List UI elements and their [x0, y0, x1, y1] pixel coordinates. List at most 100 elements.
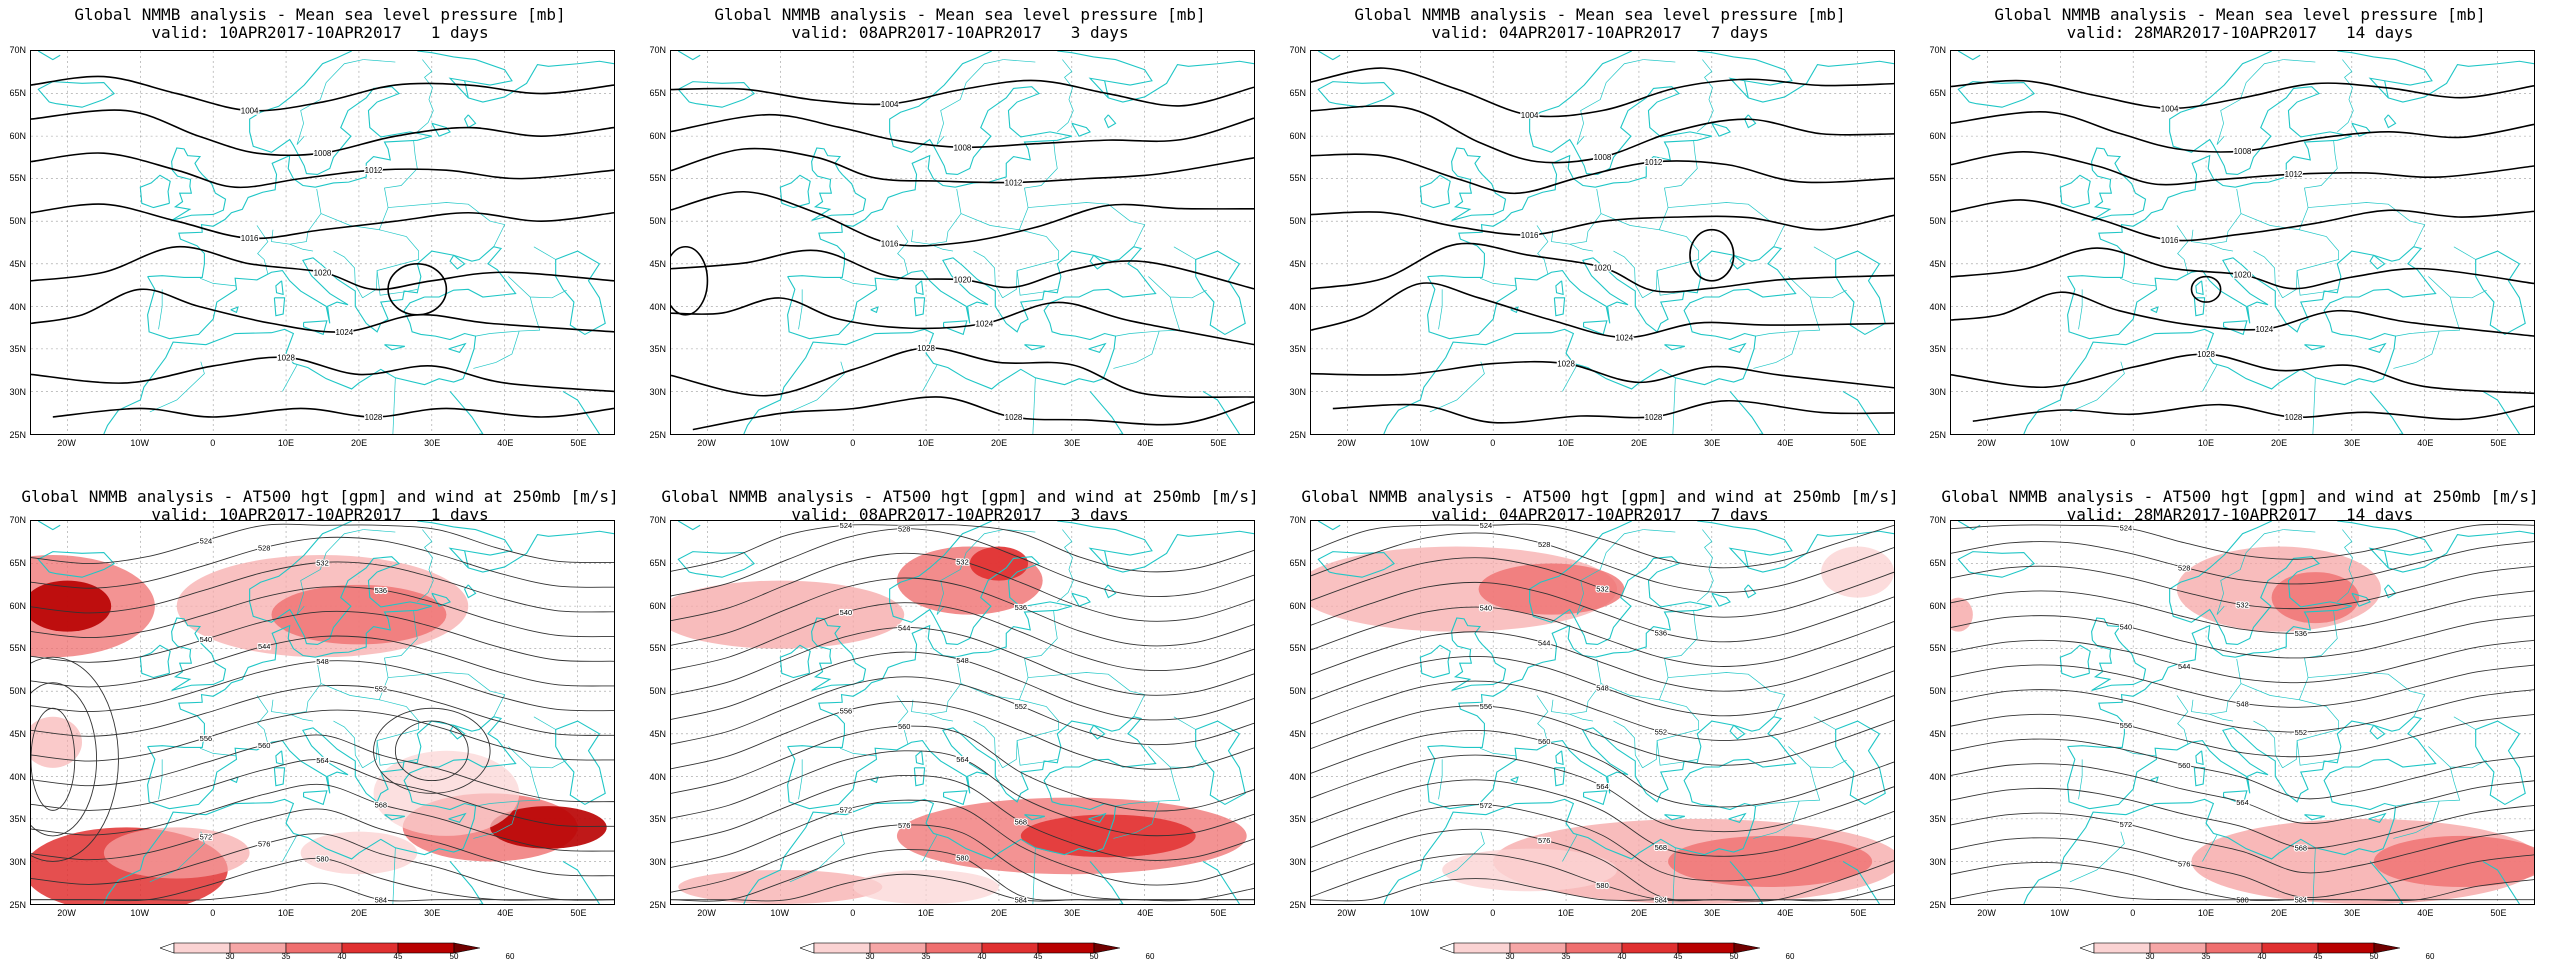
coastline	[2475, 250, 2526, 336]
height-contour	[1311, 779, 1894, 857]
coastline	[779, 174, 811, 209]
country-border	[2119, 277, 2156, 287]
longitude-label: 30E	[1704, 908, 1721, 918]
height-contour	[1311, 878, 1894, 902]
panel-mslp-14day: Global NMMB analysis - Mean sea level pr…	[1920, 0, 2560, 480]
colorbar	[160, 942, 480, 954]
panel-hgt-14day: Global NMMB analysis - AT500 hgt [gpm] a…	[1920, 480, 2560, 961]
isobar-label: 1012	[1645, 158, 1663, 167]
panel-valid: valid: 10APR2017-10APR2017 1 days	[151, 505, 489, 524]
isobar-label: 1028	[1005, 413, 1023, 422]
latitude-label: 65N	[649, 557, 666, 568]
isobar-label: 1020	[2234, 271, 2252, 280]
longitude-label: 30E	[1064, 908, 1081, 918]
map-canvas: 524 528 532 536 540 544 548 552 556 560 564 568 572 5…	[671, 521, 1254, 904]
latitude-label: 35N	[649, 814, 666, 825]
coastline	[1664, 344, 1685, 351]
country-border	[2337, 529, 2354, 603]
coastline	[449, 254, 466, 270]
longitude-label: 20E	[991, 438, 1008, 448]
height-contour	[1951, 837, 2534, 899]
colorbar-swatch	[1453, 942, 1511, 954]
contours: 524 528 532 536 540 544 548 552 556 560 564 568 572 5…	[1311, 521, 1894, 904]
country-border	[1002, 270, 1018, 299]
isobar-label: 1008	[1594, 153, 1612, 162]
longitude-label: 20W	[697, 908, 716, 918]
contours: 524 528 532 536 540 544 548 552 556 560 564 568 572 5…	[671, 521, 1254, 904]
height-contour-cell	[31, 682, 98, 837]
map-frame: 1004 1008 1012 1016 1020 1024 1028 1028	[30, 50, 615, 435]
coastline	[1957, 51, 1981, 61]
country-border	[2191, 658, 2242, 715]
country-border	[960, 140, 1058, 231]
graticule	[31, 51, 614, 434]
map-canvas: 1004 1008 1012 1016 1020 1024 1028 1028	[671, 51, 1254, 434]
height-contour	[671, 824, 1254, 902]
country-border	[1813, 716, 1836, 730]
height-contour-label: 544	[1538, 639, 1550, 648]
coastline	[915, 750, 924, 766]
panel-title: Global NMMB analysis - Mean sea level pr…	[1354, 5, 1846, 24]
coastline	[2383, 584, 2397, 599]
coastline	[1728, 812, 1747, 823]
height-contour	[1951, 812, 2534, 874]
country-border	[473, 800, 520, 839]
height-contour-label: 528	[258, 544, 270, 553]
coastline	[1089, 391, 1124, 434]
isobar-label: 1020	[1594, 263, 1612, 272]
latitude-label: 30N	[649, 857, 666, 868]
country-border	[508, 276, 567, 299]
coastline	[677, 51, 701, 61]
latitude-label: 70N	[1929, 515, 1946, 525]
longitude-label: 20E	[1631, 438, 1648, 448]
latitude-label: 55N	[1929, 643, 1946, 654]
height-contour	[671, 577, 1254, 647]
panel-valid: valid: 10APR2017-10APR2017 1 days	[151, 23, 489, 42]
colorbar-swatch	[173, 942, 231, 954]
latitude-label: 60N	[1289, 600, 1306, 611]
country-border	[376, 229, 420, 296]
coastline	[230, 306, 239, 314]
coastline	[2368, 342, 2387, 353]
longitude-label: 50E	[570, 908, 587, 918]
isobar	[1311, 67, 1894, 118]
latitude-label: 70N	[9, 45, 26, 55]
longitude-label: 0	[2130, 438, 2136, 448]
latitude-label: 45N	[1289, 728, 1306, 739]
coastline	[37, 51, 61, 61]
country-border	[1576, 59, 1644, 145]
map-frame: 524 528 532 536 540 544 548 552 556 560 564 568 572 5…	[30, 520, 615, 905]
coastline	[2091, 617, 2147, 691]
country-border	[1788, 276, 1847, 299]
isobar	[671, 113, 1254, 149]
longitude-label: 10E	[2197, 908, 2214, 918]
country-border	[1057, 59, 1074, 133]
country-border	[1576, 529, 1644, 615]
latitude-label: 60N	[9, 600, 26, 611]
isobar	[1951, 111, 2534, 153]
country-border	[1016, 229, 1060, 296]
country-border	[1429, 831, 1485, 883]
latitude-label: 30N	[649, 387, 666, 398]
borders	[1429, 59, 1847, 434]
height-contour-label: 556	[1480, 702, 1492, 711]
contours: 1004 1008 1012 1016 1020 1024 1028 1028	[31, 75, 614, 423]
latitude-label: 25N	[9, 430, 26, 440]
panel-title: Global NMMB analysis - Mean sea level pr…	[1994, 5, 2486, 24]
colorbar-label: 45	[1673, 952, 1683, 961]
country-border	[2453, 716, 2476, 730]
country-border	[2253, 250, 2283, 298]
country-border	[1600, 610, 1698, 701]
panel-title: Global NMMB analysis - AT500 hgt [gpm] a…	[21, 487, 619, 506]
height-contour-label: 536	[375, 586, 387, 595]
longitude-label: 10E	[1557, 908, 1574, 918]
colorbar-label: 30	[2145, 952, 2155, 961]
wind-speed-area	[1442, 848, 1618, 892]
map-frame: 1004 1008 1012 1016 1020 1024 1028 1028	[1950, 50, 2535, 435]
country-border	[1003, 529, 1036, 533]
coastline	[1728, 342, 1747, 353]
isobar	[1951, 353, 2534, 395]
height-contour-label: 540	[1480, 603, 1492, 612]
country-border	[1697, 529, 1714, 603]
coastline	[1104, 80, 1109, 98]
